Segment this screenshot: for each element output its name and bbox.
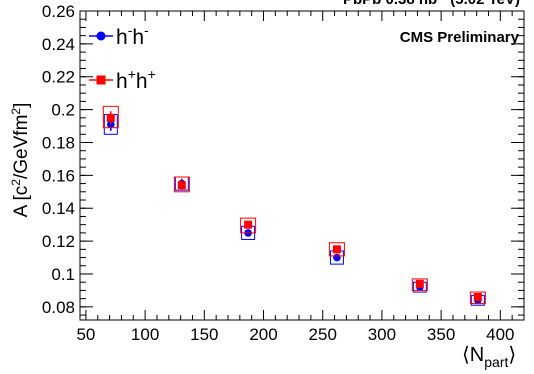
sys-box-hplus <box>328 242 345 257</box>
x-tick-labels: 50 100 150 200 250 300 350 400 <box>76 325 514 344</box>
y-tick-label: 0.16 <box>42 166 75 185</box>
point-hplus <box>106 113 115 122</box>
sys-box-hplus <box>240 217 257 234</box>
y-tick-label: 0.12 <box>42 232 75 251</box>
y-tick-label: 0.2 <box>51 101 75 120</box>
y-tick-label: 0.24 <box>42 35 75 54</box>
x-tick-label: 50 <box>76 325 95 344</box>
point-hplus <box>415 279 424 288</box>
x-tick-label: 150 <box>190 325 218 344</box>
header-text: PbPb 0.38 nb-1 (5.02 TeV) <box>343 0 520 8</box>
legend-item-hplus: h+h+ <box>89 66 156 93</box>
legend-label-hplus: h+h+ <box>116 66 156 93</box>
x-tick-label: 100 <box>131 325 159 344</box>
y-tick-label: 0.18 <box>42 133 75 152</box>
data-points <box>102 105 486 306</box>
y-tick-label: 0.08 <box>42 298 75 317</box>
y-tick-label: 0.22 <box>42 68 75 87</box>
x-tick-label: 250 <box>309 325 337 344</box>
legend-label-hminus: h-h- <box>116 22 149 49</box>
point-hplus <box>177 181 186 190</box>
x-tick-label: 350 <box>427 325 455 344</box>
y-tick-label: 0.14 <box>42 199 75 218</box>
x-tick-label: 200 <box>249 325 277 344</box>
y-tick-labels: 0.08 0.1 0.12 0.14 0.16 0.18 0.2 0.22 0.24 0.26 <box>42 2 75 317</box>
point-hplus <box>332 245 341 254</box>
sys-box-hplus <box>173 176 190 193</box>
legend-item-hminus: h-h- <box>89 22 149 49</box>
y-tick-label: 0.26 <box>42 2 75 21</box>
point-hplus <box>244 220 253 229</box>
legend: h-h- h+h+ <box>89 22 156 93</box>
plot-frame <box>79 10 525 321</box>
sys-box-hplus <box>411 278 428 291</box>
legend-marker-hplus <box>96 75 106 85</box>
cms-preliminary-label: CMS Preliminary <box>400 29 520 46</box>
y-axis-label: A [c2/GeVfm2] <box>9 103 32 218</box>
legend-marker-hminus <box>96 31 106 41</box>
y-tick-label: 0.1 <box>51 265 75 284</box>
axis-ticks <box>80 10 525 320</box>
point-hplus <box>473 292 482 301</box>
x-axis-label: ⟨Npart⟩ <box>462 344 516 370</box>
x-tick-label: 400 <box>486 325 514 344</box>
point-hminus <box>333 253 341 262</box>
sys-box-hplus <box>102 105 119 129</box>
x-tick-label: 300 <box>368 325 396 344</box>
sys-box-hplus <box>469 291 486 305</box>
